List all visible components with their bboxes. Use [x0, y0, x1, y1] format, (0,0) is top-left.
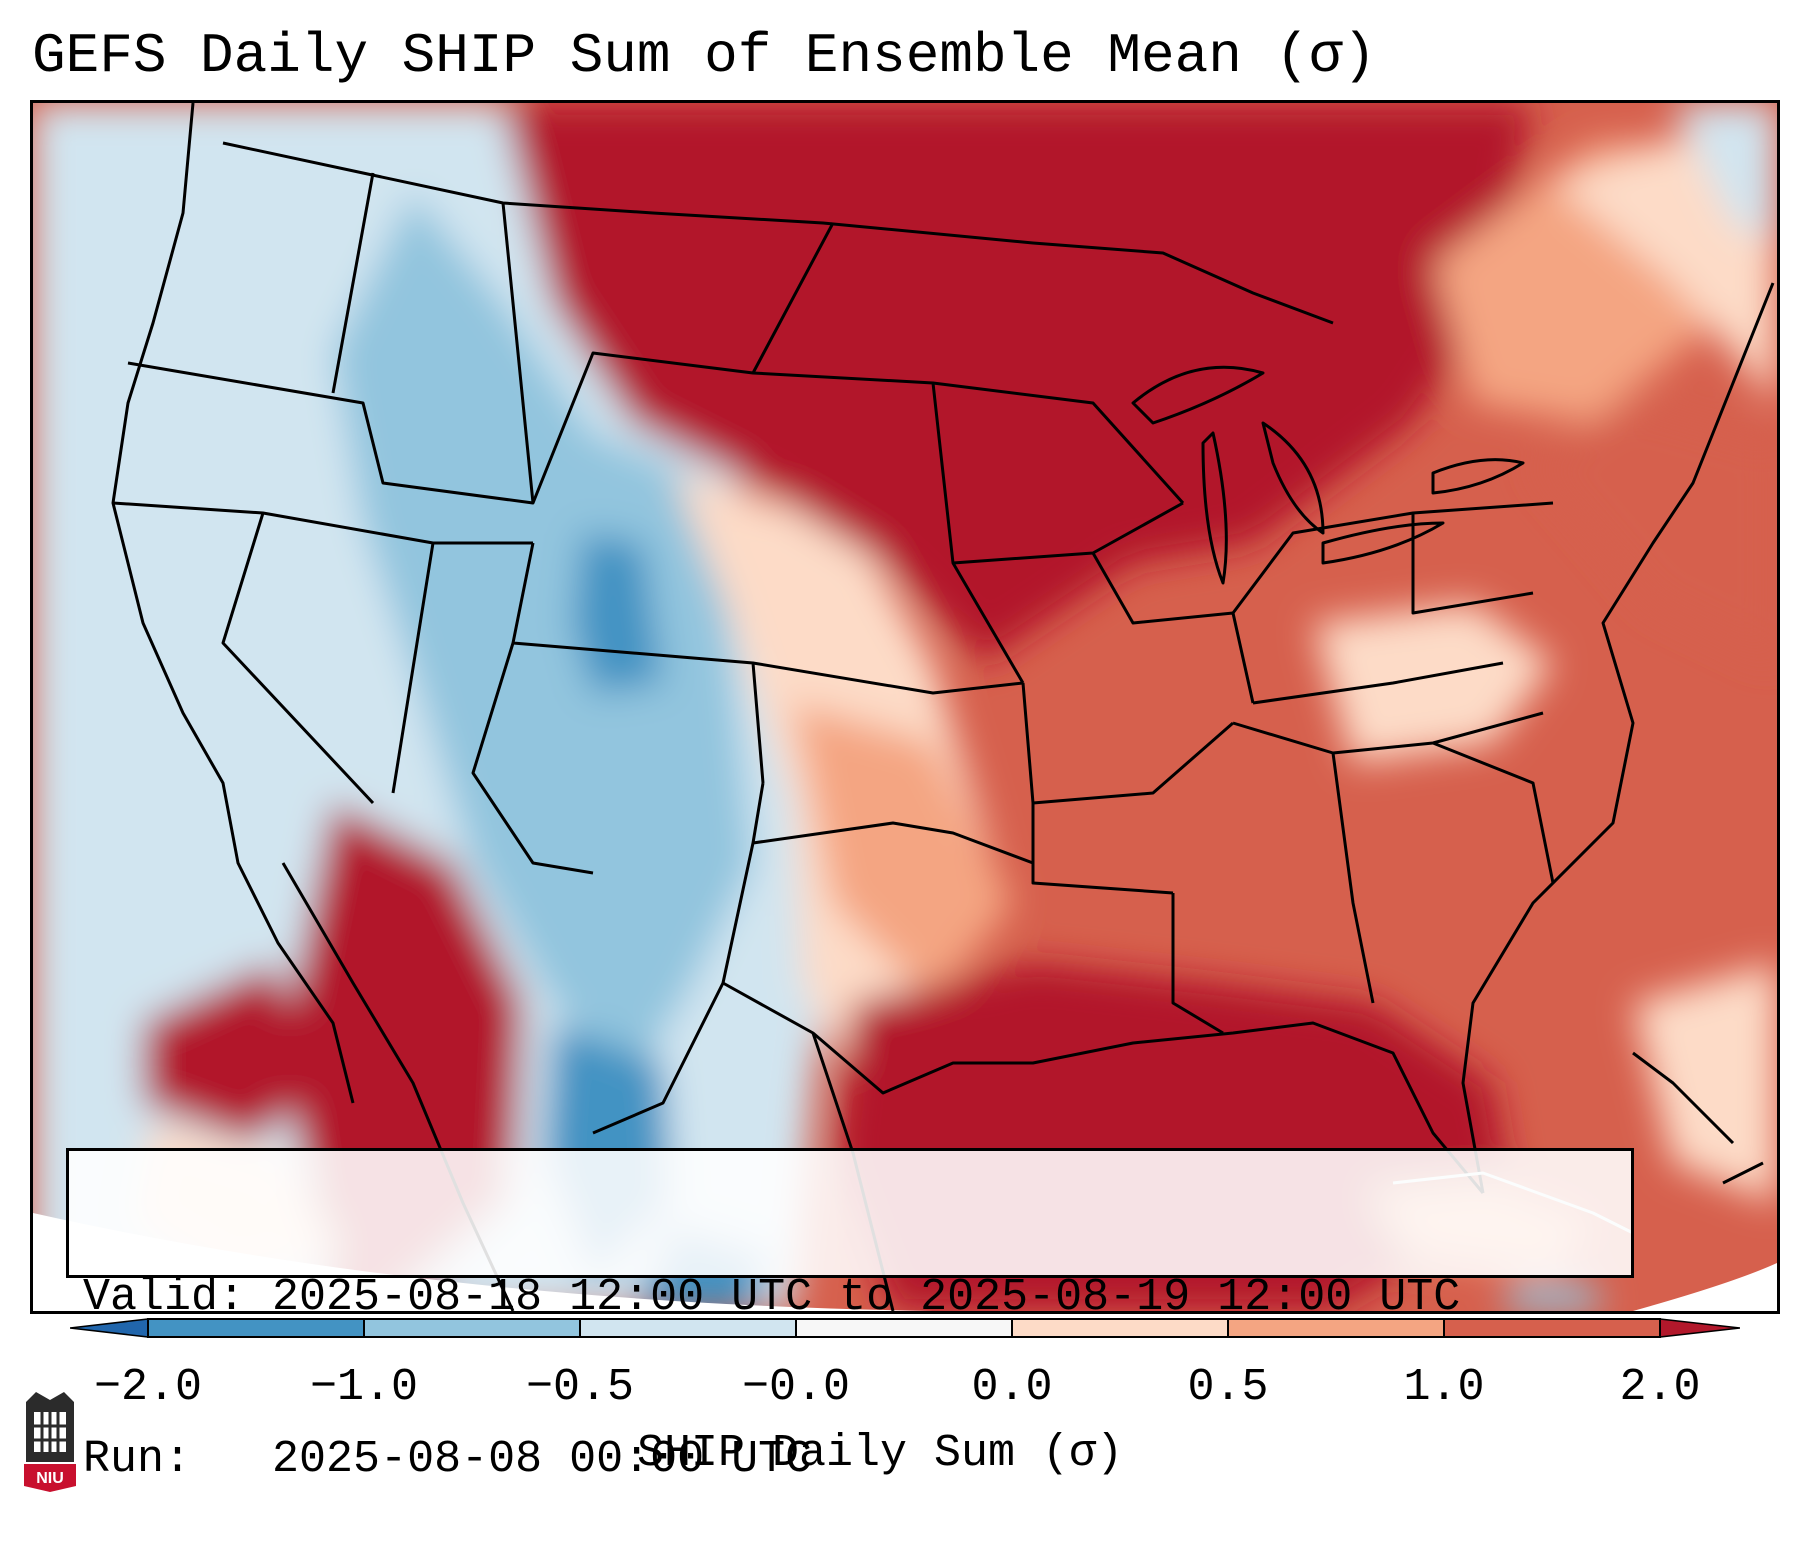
tick-label: −0.0	[741, 1362, 851, 1413]
tick-label: −1.0	[309, 1362, 419, 1413]
colorbar-bin-3	[580, 1319, 796, 1337]
run-value: 2025-08-08 00:00 UTC	[272, 1434, 813, 1485]
domain-edge	[33, 1213, 933, 1311]
colorbar-bin-2	[364, 1319, 580, 1337]
boundaries	[111, 103, 1775, 1311]
tick-label: 2.0	[1619, 1362, 1701, 1413]
ship-field	[33, 103, 1777, 1311]
colorbar-bin-1	[148, 1319, 364, 1337]
map-panel[interactable]	[30, 100, 1780, 1314]
colorbar-extend-low	[70, 1318, 149, 1338]
niu-logo-icon: NIU	[24, 1392, 76, 1492]
map-title: GEFS Daily SHIP Sum of Ensemble Mean (σ)	[32, 24, 1377, 88]
tick-label: 1.0	[1403, 1362, 1485, 1413]
valid-run-box: Valid: 2025-08-18 12:00 UTC to 2025-08-1…	[66, 1148, 1634, 1485]
tick-label: 0.0	[971, 1362, 1053, 1413]
colorbar-bin-6	[1228, 1319, 1444, 1337]
valid-line: Valid: 2025-08-18 12:00 UTC to 2025-08-1…	[83, 1271, 1617, 1325]
run-label: Run:	[83, 1434, 192, 1485]
colorbar-bin-4	[796, 1319, 1012, 1337]
valid-value: 2025-08-18 12:00 UTC to 2025-08-19 12:00…	[272, 1272, 1461, 1323]
gulf-coastline	[722, 981, 1485, 1194]
run-line: Run: 2025-08-08 00:00 UTC	[83, 1433, 1617, 1487]
tick-label: −0.5	[525, 1362, 635, 1413]
colorbar-bin-5	[1012, 1319, 1228, 1337]
tick-label: −2.0	[93, 1362, 203, 1413]
valid-label: Valid:	[83, 1272, 246, 1323]
colorbar-extend-high	[1659, 1318, 1740, 1338]
pacific-coastline	[111, 103, 355, 1104]
colorbar-ticks	[147, 1319, 1661, 1338]
colorbar-bin-7	[1444, 1319, 1660, 1337]
colorbar	[70, 1318, 1740, 1338]
colorbar-label: SHIP Daily Sum (σ)	[637, 1428, 1124, 1479]
tick-label: 0.5	[1187, 1362, 1269, 1413]
map-canvas	[33, 103, 1777, 1311]
logo-text: NIU	[36, 1470, 64, 1487]
atlantic-coastline	[1461, 282, 1775, 1194]
